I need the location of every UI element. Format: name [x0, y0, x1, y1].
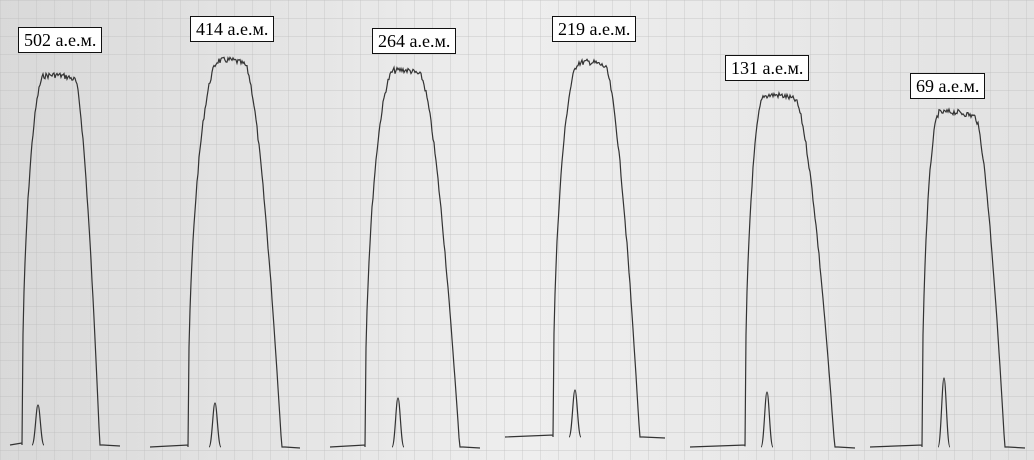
trace: [689, 90, 856, 449]
trace: [869, 107, 1026, 449]
mass-label: 131 а.е.м.: [725, 55, 810, 81]
trace: [329, 65, 481, 449]
spike: [31, 404, 45, 446]
mass-label: 502 а.е.м.: [18, 27, 103, 53]
mass-label: 264 а.е.м.: [372, 28, 457, 54]
mass-label: 69 а.е.м.: [910, 73, 986, 99]
spike: [568, 389, 582, 438]
mass-label: 414 а.е.м.: [190, 16, 275, 42]
spike: [937, 377, 951, 448]
spike: [391, 397, 405, 448]
spike: [208, 402, 222, 448]
trace: [149, 56, 301, 449]
spike: [760, 391, 774, 448]
trace: [9, 71, 121, 447]
trace: [504, 58, 666, 439]
mass-label: 219 а.е.м.: [552, 16, 637, 42]
